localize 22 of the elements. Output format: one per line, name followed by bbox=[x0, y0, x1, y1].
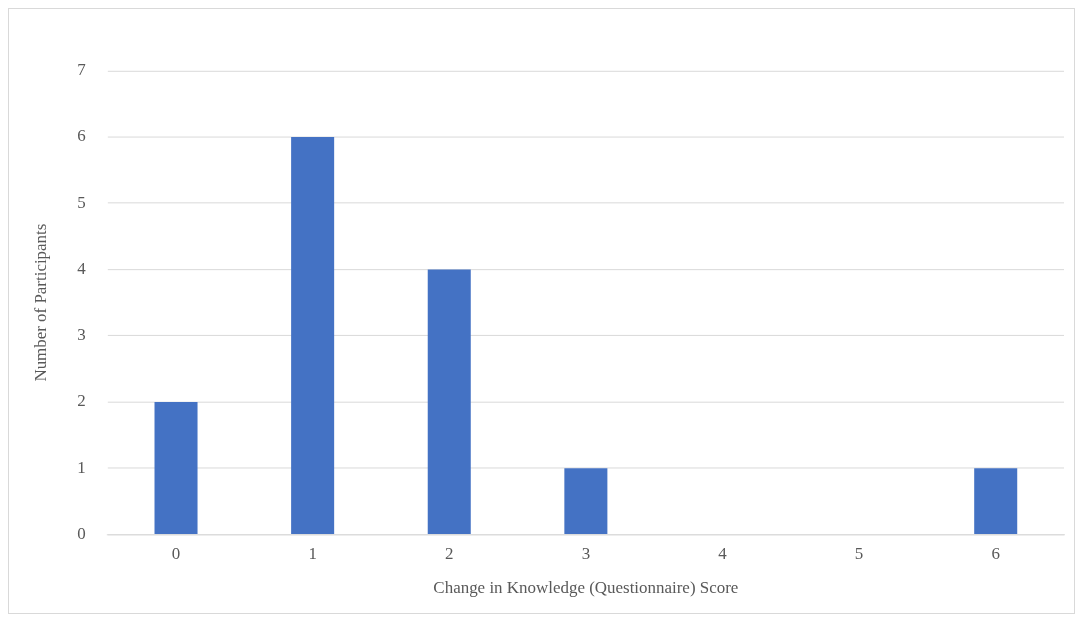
bar bbox=[974, 468, 1018, 534]
x-axis-title: Change in Knowledge (Questionnaire) Score bbox=[433, 578, 739, 598]
y-tick-label: 5 bbox=[77, 192, 86, 212]
y-tick-label: 1 bbox=[77, 457, 86, 477]
bar bbox=[291, 137, 335, 534]
y-tick-label: 0 bbox=[77, 523, 86, 543]
x-tick-label: 0 bbox=[171, 544, 181, 564]
y-tick-label: 3 bbox=[77, 325, 86, 345]
bar bbox=[427, 269, 471, 534]
x-tick-label: 6 bbox=[991, 544, 1000, 564]
x-tick-label: 5 bbox=[854, 544, 864, 564]
y-axis-title: Number of Participants bbox=[30, 223, 50, 382]
x-tick-label: 1 bbox=[308, 544, 317, 564]
y-tick-label: 6 bbox=[77, 126, 86, 146]
x-tick-label: 4 bbox=[718, 544, 728, 564]
bar bbox=[154, 401, 198, 534]
y-tick-label: 7 bbox=[77, 60, 86, 80]
x-tick-label: 3 bbox=[581, 544, 591, 564]
x-tick-label: 2 bbox=[445, 544, 454, 564]
y-tick-label: 2 bbox=[77, 391, 86, 411]
y-tick-label: 4 bbox=[77, 258, 87, 278]
bar bbox=[564, 468, 608, 534]
